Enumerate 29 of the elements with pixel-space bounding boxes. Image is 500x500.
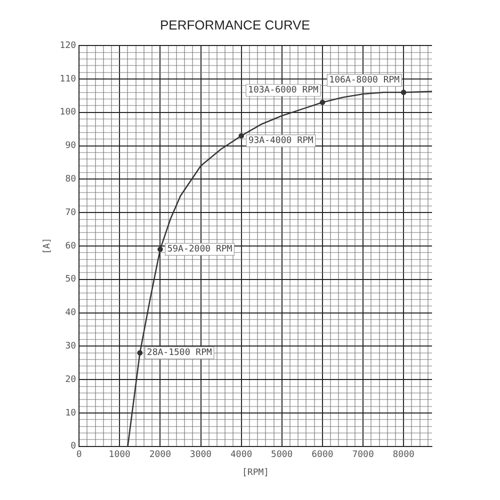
y-tick-label: 70	[65, 208, 76, 218]
y-tick-label: 60	[65, 241, 76, 252]
x-tick-label: 3000	[190, 450, 212, 460]
x-tick-label: 6000	[312, 450, 334, 460]
y-tick-label: 10	[65, 408, 76, 418]
y-tick-label: 100	[60, 108, 76, 118]
annotation: 106A-8000 RPM	[329, 76, 400, 86]
y-tick-label: 30	[65, 342, 76, 352]
y-tick-label: 0	[70, 442, 76, 452]
y-tick-label: 20	[65, 374, 76, 385]
annotation: 93A-4000 RPM	[248, 136, 314, 146]
x-axis-title: [RPM]	[242, 468, 270, 478]
y-tick-label: 40	[65, 308, 76, 318]
x-tick-label: 4000	[230, 450, 252, 460]
chart-title: PERFORMANCE CURVE	[160, 17, 310, 32]
y-tick-label: 50	[65, 274, 76, 285]
y-tick-label: 90	[65, 141, 76, 152]
x-tick-label: 2000	[149, 450, 172, 460]
y-tick-label: 120	[60, 40, 76, 51]
y-tick-label: 80	[65, 174, 76, 185]
annotation: 28A-1500 RPM	[146, 348, 213, 358]
x-tick-label: 8000	[392, 450, 414, 460]
y-axis-title: [A]	[42, 238, 53, 254]
y-tick-label: 110	[60, 74, 76, 84]
annotation: 59A-2000 RPM	[167, 244, 233, 255]
annotation: 103A-6000 RPM	[248, 86, 320, 96]
x-tick-label: 7000	[352, 450, 374, 460]
x-tick-label: 1000	[108, 450, 130, 460]
x-tick-label: 5000	[271, 450, 293, 460]
